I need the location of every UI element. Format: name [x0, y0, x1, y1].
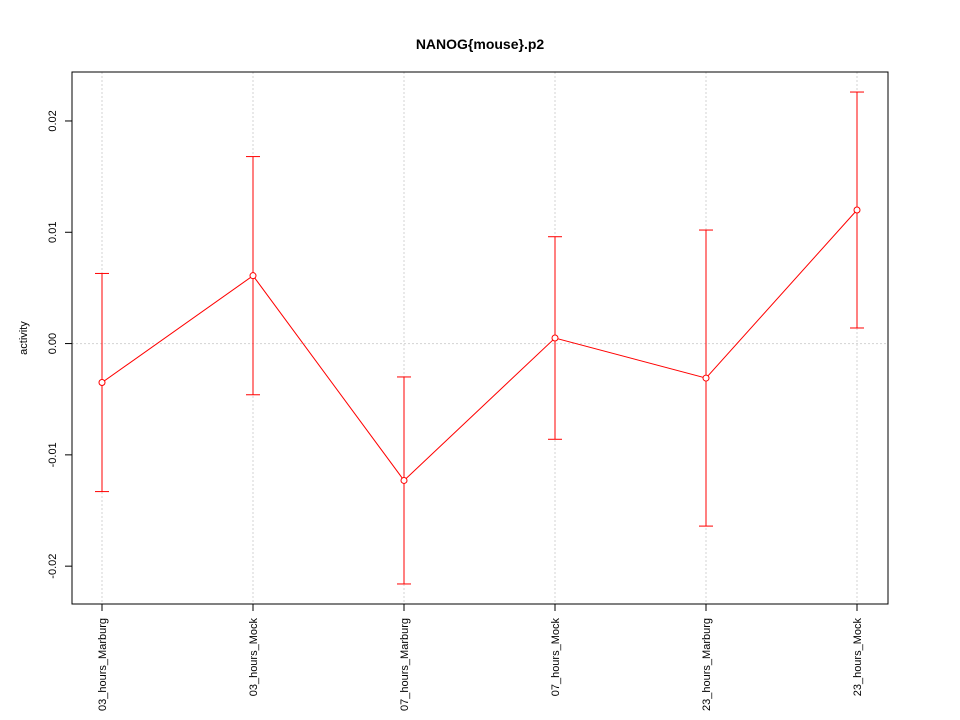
y-axis-label: activity	[18, 321, 30, 355]
y-tick-label: 0.01	[47, 222, 59, 243]
y-tick-label: -0.01	[47, 442, 59, 467]
x-tick-label: 03_hours_Marburg	[97, 618, 109, 711]
data-point	[551, 334, 559, 342]
data-point	[249, 272, 257, 280]
data-point	[853, 206, 861, 214]
x-tick-label: 03_hours_Mock	[248, 618, 260, 697]
x-tick-label: 07_hours_Mock	[550, 618, 562, 697]
x-tick-label: 23_hours_Mock	[852, 618, 864, 697]
y-tick-label: -0.02	[47, 554, 59, 579]
y-tick-label: 0.00	[47, 333, 59, 354]
plot-frame	[71, 71, 889, 605]
data-point	[400, 476, 408, 484]
chart-title: NANOG{mouse}.p2	[416, 36, 545, 52]
x-tick-label: 23_hours_Marburg	[701, 618, 713, 711]
data-line	[101, 209, 858, 482]
data-point	[702, 374, 710, 382]
data-point	[98, 379, 106, 387]
y-tick-label: 0.02	[47, 110, 59, 131]
x-tick-label: 07_hours_Marburg	[399, 618, 411, 711]
